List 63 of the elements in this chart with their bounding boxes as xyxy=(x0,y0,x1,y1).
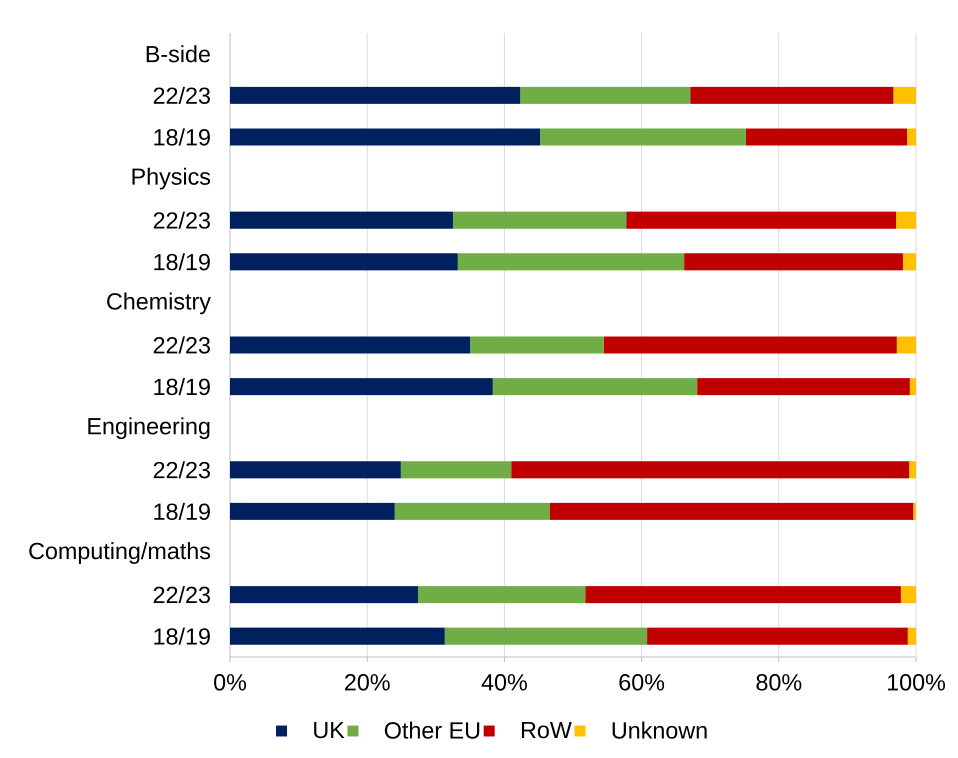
legend-label: Other EU xyxy=(384,722,480,739)
y-tick-label: Computing/maths xyxy=(29,542,210,564)
bar xyxy=(230,586,418,604)
bar xyxy=(230,128,540,146)
bar xyxy=(908,628,916,645)
bar xyxy=(230,336,470,354)
bar xyxy=(626,212,896,229)
y-tick-label: 22/23 xyxy=(154,586,210,604)
bar xyxy=(230,502,395,520)
bar xyxy=(604,336,897,354)
bar xyxy=(230,378,493,396)
y-tick-label: 22/23 xyxy=(154,212,210,229)
bar xyxy=(458,253,684,270)
x-tick-label: 100% xyxy=(888,674,946,691)
bar xyxy=(230,461,401,478)
bar xyxy=(896,336,916,354)
bar xyxy=(400,461,512,478)
bar xyxy=(511,461,910,478)
y-tick-label: Engineering xyxy=(88,417,210,440)
bar xyxy=(230,628,445,645)
bar xyxy=(452,212,627,229)
x-tick-label: 0% xyxy=(214,674,246,691)
bar xyxy=(647,628,908,645)
bar xyxy=(540,128,746,146)
bar xyxy=(230,212,453,229)
y-tick-label: 18/19 xyxy=(154,628,210,645)
x-tick-label: 20% xyxy=(345,674,390,691)
y-tick-label: 22/23 xyxy=(154,461,210,478)
legend-label: UK xyxy=(314,722,345,738)
bar xyxy=(444,628,648,645)
bar xyxy=(418,586,586,604)
bar xyxy=(550,502,914,520)
bar xyxy=(902,253,916,270)
y-tick-label: 18/19 xyxy=(154,128,210,146)
x-tick-label: 60% xyxy=(619,674,664,691)
y-tick-label: Chemistry xyxy=(107,292,211,314)
legend-label: RoW xyxy=(522,722,572,738)
bar xyxy=(909,461,916,478)
bar xyxy=(900,586,916,604)
bar xyxy=(896,212,916,229)
y-tick-label: 18/19 xyxy=(154,253,210,270)
bar xyxy=(684,253,903,270)
legend-label: Unknown xyxy=(612,722,707,739)
bar xyxy=(907,128,916,146)
bar xyxy=(690,86,894,104)
bar xyxy=(520,86,690,104)
bar xyxy=(893,86,916,104)
y-tick-label: 18/19 xyxy=(154,378,210,396)
bar xyxy=(394,502,550,520)
y-tick-label: 18/19 xyxy=(154,502,210,520)
x-tick-label: 80% xyxy=(756,674,802,691)
bar xyxy=(697,378,910,396)
x-tick-label: 40% xyxy=(482,674,527,691)
bar xyxy=(746,128,908,146)
y-tick-label: Physics xyxy=(132,168,210,190)
bar xyxy=(585,586,901,604)
bar xyxy=(230,86,520,104)
bar xyxy=(470,336,604,354)
y-tick-label: 22/23 xyxy=(154,336,210,354)
bar xyxy=(492,378,698,396)
bar xyxy=(230,253,458,270)
y-tick-label: 22/23 xyxy=(154,86,210,104)
y-tick-label: B-side xyxy=(146,45,210,62)
